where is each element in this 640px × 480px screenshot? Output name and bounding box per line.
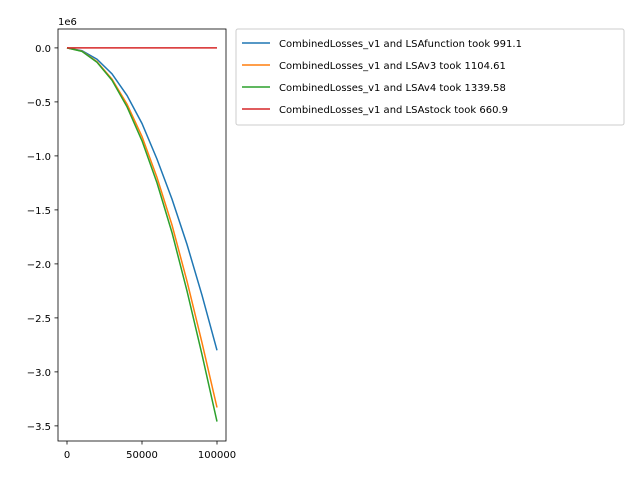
y-tick-label: −2.5 [27,314,51,325]
series-line-3 [66,47,218,422]
y-tick-label: −1.0 [27,152,51,163]
x-tick-label: 0 [64,450,70,461]
series-line-2 [66,47,218,408]
series-line-1 [66,47,218,351]
series-lines [66,47,218,422]
y-tick-label: −3.0 [27,368,51,379]
y-offset-label: 1e6 [58,17,77,28]
legend-box [235,28,625,126]
legend-label: CombinedLosses_v1 and LSAfunction took 9… [279,39,522,50]
legend-label: CombinedLosses_v1 and LSAv4 took 1339.58 [279,83,506,94]
x-tick-label: 100000 [198,450,236,461]
legend: CombinedLosses_v1 and LSAfunction took 9… [235,28,625,126]
y-tick-label: −3.5 [27,422,51,433]
y-tick-label: −0.5 [27,98,51,109]
legend-label: CombinedLosses_v1 and LSAv3 took 1104.61 [279,61,506,72]
x-tick-label: 50000 [126,450,158,461]
x-axis: 0 50000 100000 [64,441,236,461]
y-tick-label: 0.0 [35,44,51,55]
y-tick-label: −2.0 [27,260,51,271]
legend-label: CombinedLosses_v1 and LSAstock took 660.… [279,105,508,116]
plot-frame [57,28,227,442]
y-axis: 0.0 −0.5 −1.0 −1.5 −2.0 −2.5 −3.0 −3.5 [27,44,58,433]
y-tick-label: −1.5 [27,206,51,217]
